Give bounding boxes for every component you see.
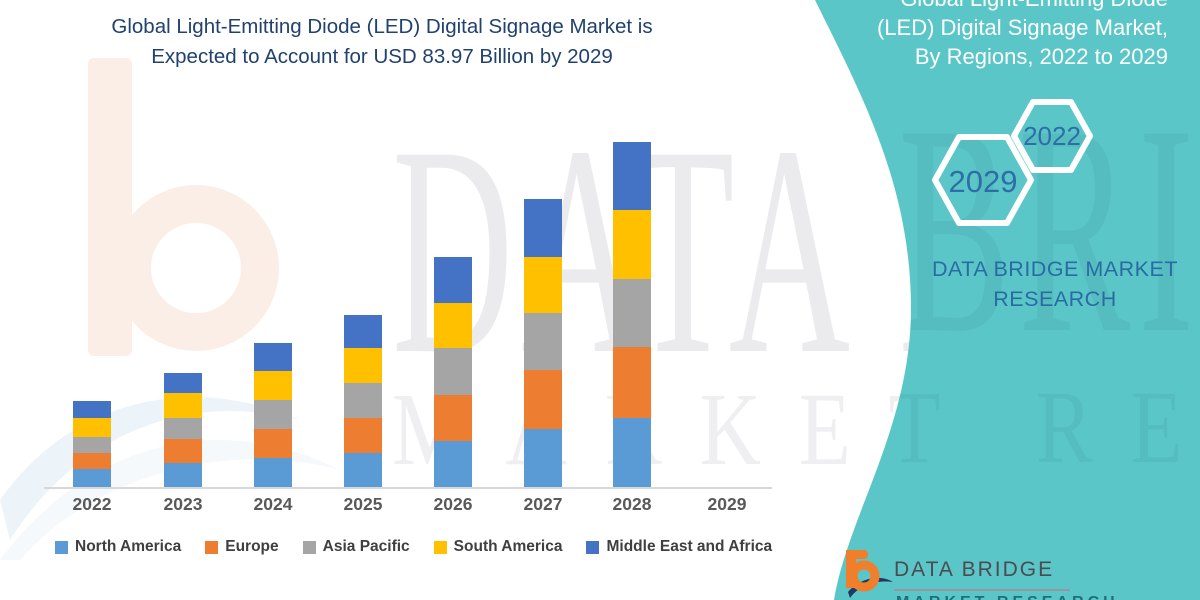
bar-2025: [344, 315, 382, 487]
bar-segment-2024-europe: [254, 429, 292, 458]
side-heading-line2: (LED) Digital Signage Market,: [876, 15, 1168, 40]
bar-segment-2028-asia-pacific: [613, 279, 651, 347]
legend-swatch: [205, 540, 219, 554]
legend-label: Europe: [225, 538, 279, 555]
x-axis-line: [44, 487, 772, 489]
chart-title-line2: Expected to Account for USD 83.97 Billio…: [151, 45, 613, 68]
bar-segment-2028-middle-east-and-africa: [613, 142, 651, 210]
bar-segment-2023-north-america: [164, 463, 202, 487]
bar-segment-2024-south-america: [254, 371, 292, 400]
legend-label: North America: [75, 538, 182, 555]
bar-segment-2025-middle-east-and-africa: [344, 315, 382, 348]
bar-segment-2027-europe: [524, 370, 562, 429]
x-tick-2022: 2022: [72, 494, 112, 514]
bar-segment-2028-europe: [613, 347, 651, 418]
bar-segment-2027-middle-east-and-africa: [524, 199, 562, 257]
bar-segment-2026-europe: [434, 395, 472, 441]
x-tick-2026: 2026: [433, 494, 473, 514]
footer-sub-brand-text: MARKET RESEARCH: [896, 594, 1119, 600]
legend-item-europe: Europe: [205, 538, 279, 556]
side-heading-line3: By Regions, 2022 to 2029: [914, 44, 1168, 69]
bar-segment-2028-south-america: [613, 210, 651, 279]
legend-label: Middle East and Africa: [606, 538, 773, 555]
legend-label: Asia Pacific: [322, 538, 410, 555]
bar-segment-2024-middle-east-and-africa: [254, 343, 292, 371]
footer-brand-text: DATA BRIDGE: [894, 558, 1055, 581]
legend-item-asia-pacific: Asia Pacific: [302, 538, 410, 556]
chart-legend: North America Europe Asia Pacific South Ame…: [55, 538, 772, 556]
x-tick-2028: 2028: [612, 494, 652, 514]
bar-segment-2026-north-america: [434, 441, 472, 487]
chart-title-line1: Global Light-Emitting Diode (LED) Digita…: [111, 15, 653, 38]
bar-segment-2022-asia-pacific: [73, 437, 111, 453]
bar-segment-2025-asia-pacific: [344, 383, 382, 418]
legend-label: South America: [453, 538, 563, 555]
legend-swatch: [433, 540, 447, 554]
bar-2028: [613, 142, 651, 487]
brand-name-line2: RESEARCH: [993, 287, 1117, 311]
bar-segment-2023-europe: [164, 439, 202, 463]
bar-segment-2027-south-america: [524, 257, 562, 313]
x-tick-2024: 2024: [253, 494, 293, 514]
legend-item-south-america: South America: [433, 538, 563, 556]
bar-segment-2022-north-america: [73, 469, 111, 487]
footer-brand-underline: [894, 589, 1070, 591]
x-tick-2025: 2025: [343, 494, 383, 514]
legend-swatch: [55, 540, 68, 554]
dbmr-logo-icon: [846, 550, 893, 598]
bar-segment-2025-north-america: [344, 453, 382, 487]
legend-swatch: [302, 540, 316, 554]
side-panel-heading: Global Light-Emitting Diode (LED) Digita…: [877, 0, 1168, 71]
x-tick-2029: 2029: [707, 494, 747, 514]
brand-name: DATA BRIDGE MARKET RESEARCH: [930, 254, 1180, 314]
bar-segment-2022-middle-east-and-africa: [73, 401, 111, 418]
bar-segment-2022-south-america: [73, 418, 111, 437]
bar-segment-2028-north-america: [613, 418, 651, 487]
bar-segment-2025-south-america: [344, 348, 382, 383]
bar-segment-2026-middle-east-and-africa: [434, 257, 472, 303]
bar-segment-2027-north-america: [524, 429, 562, 487]
bar-2024: [254, 343, 292, 487]
brand-name-line1: DATA BRIDGE MARKET: [932, 257, 1178, 281]
bar-segment-2023-asia-pacific: [164, 418, 202, 439]
bar-segment-2025-europe: [344, 418, 382, 453]
legend-item-middle-east-and-africa: Middle East and Africa: [586, 538, 772, 556]
bar-2026: [434, 257, 472, 487]
side-heading-line1: Global Light-Emitting Diode: [877, 0, 1168, 13]
bar-2027: [524, 199, 562, 487]
footer-logo: DATA BRIDGE MARKET RESEARCH: [838, 548, 1168, 600]
bar-2022: [73, 401, 111, 487]
bar-segment-2026-south-america: [434, 303, 472, 348]
chart-title: Global Light-Emitting Diode (LED) Digita…: [58, 12, 706, 72]
bar-segment-2023-middle-east-and-africa: [164, 373, 202, 393]
x-tick-2027: 2027: [523, 494, 563, 514]
bar-segment-2027-asia-pacific: [524, 313, 562, 370]
bar-2023: [164, 373, 202, 487]
legend-swatch: [586, 540, 600, 554]
legend-item-north-america: North America: [55, 538, 181, 556]
bar-segment-2022-europe: [73, 453, 111, 469]
bar-segment-2023-south-america: [164, 393, 202, 418]
bar-segment-2024-north-america: [254, 458, 292, 487]
x-tick-2023: 2023: [163, 494, 203, 514]
bar-segment-2026-asia-pacific: [434, 348, 472, 395]
bar-segment-2024-asia-pacific: [254, 400, 292, 429]
